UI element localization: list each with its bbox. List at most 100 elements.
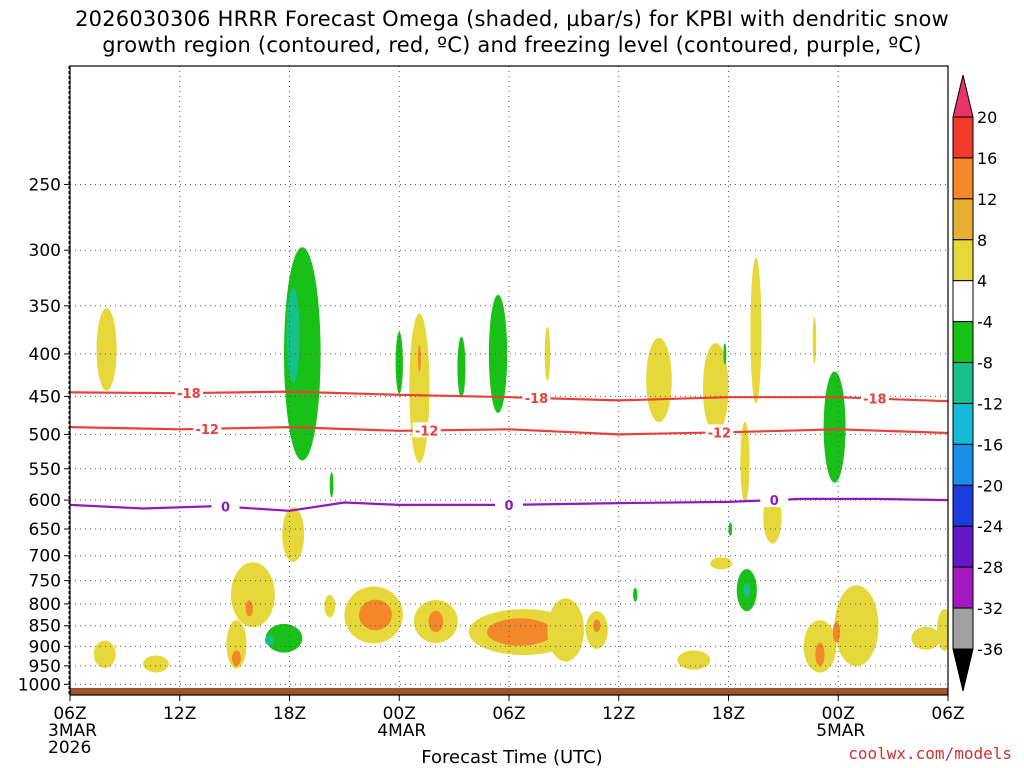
omega-shading: [93, 247, 948, 673]
omega-region-7: [245, 600, 253, 617]
omega-region-47: [832, 621, 841, 643]
contours: -18 -18 -18 -12 -12 -12 0 0 0: [70, 385, 948, 516]
x-tick-label-4-0: 06Z: [492, 704, 525, 724]
omega-region-32: [646, 337, 672, 423]
omega-region-6: [282, 507, 305, 562]
x-tick-label-8-0: 06Z: [931, 704, 964, 724]
x-tick-label-7-1: 5MAR: [816, 721, 865, 741]
colorbar-box-1: [952, 157, 974, 200]
x-axis-label: Forecast Time (UTC): [421, 747, 603, 768]
colorbar-box-10: [952, 525, 974, 568]
contour-label-bg-1-0: [193, 420, 222, 436]
colorbar-box-4: [952, 280, 974, 323]
colorbar-box-6: [952, 362, 974, 404]
omega-region-48: [823, 371, 846, 483]
y-tick-label-3: 400: [29, 345, 61, 365]
y-tick-label-11: 800: [29, 595, 61, 615]
omega-region-22: [488, 294, 508, 414]
colorbar-box-2: [952, 198, 974, 241]
colorbar-box-12: [952, 607, 974, 650]
colorbar-label-9: -20: [977, 476, 1003, 495]
y-tick-label-12: 850: [29, 617, 61, 637]
plot-border: [69, 65, 949, 696]
contour-label-bg-2-2: [760, 492, 789, 508]
colorbar-box-0: [952, 116, 974, 159]
omega-region-24: [487, 618, 553, 646]
omega-region-12: [324, 594, 336, 618]
colorbar: 20 16 12 8 4 -4 -8 -12 -16 -20 -24 -28 -32 -36: [952, 74, 1003, 692]
contour-label-bg-0-2: [860, 390, 889, 406]
x-tick-label-7-0: 00Z: [822, 704, 855, 724]
chart-title-line-1: 2026030306 HRRR Forecast Omega (shaded, …: [75, 7, 949, 31]
contour-label-1-2: -12: [708, 426, 732, 441]
plot-frame: [68, 65, 949, 696]
y-axis-ticks: 2503003504004505005506006507007508008509…: [18, 175, 70, 695]
contour-label-bg-2-1: [495, 496, 523, 512]
omega-region-4: [231, 650, 242, 666]
y-tick-label-10: 750: [29, 572, 61, 592]
contour-label-0-1: -18: [525, 392, 549, 407]
omega-region-35: [710, 557, 733, 570]
y-tick-label-7: 600: [29, 491, 61, 511]
omega-region-3: [226, 620, 247, 669]
x-tick-label-3-0: 00Z: [383, 704, 416, 724]
omega-region-21: [457, 336, 466, 398]
y-tick-label-6: 550: [29, 460, 61, 480]
omega-region-34: [702, 342, 729, 434]
y-tick-label-8: 650: [29, 520, 61, 540]
omega-region-11: [264, 635, 274, 646]
colorbar-box-11: [952, 566, 974, 609]
colorbar-label-2: 12: [977, 190, 997, 209]
contour-label-1-1: -12: [415, 424, 439, 439]
x-tick-label-2-0: 18Z: [273, 704, 306, 724]
contour-label-bg-0-0: [174, 385, 203, 401]
omega-region-14: [359, 599, 392, 631]
omega-region-49: [911, 626, 941, 650]
omega-region-19: [395, 331, 403, 394]
contour-label-1-0: -12: [195, 423, 219, 438]
omega-region-17: [409, 313, 430, 464]
colorbar-label-7: -12: [977, 394, 1003, 413]
omega-region-2: [143, 655, 169, 673]
colorbar-label-11: -28: [977, 558, 1003, 577]
contour-label-0-0: -18: [177, 387, 201, 402]
omega-region-27: [547, 598, 584, 662]
chart-title: 2026030306 HRRR Forecast Omega (shaded, …: [0, 6, 1024, 58]
colorbar-label-0: 20: [977, 108, 997, 127]
colorbar-label-13: -36: [977, 640, 1003, 659]
y-tick-label-1: 300: [29, 241, 61, 261]
omega-region-1: [93, 640, 116, 668]
x-tick-label-0-1: 3MAR: [48, 721, 97, 741]
y-tick-label-4: 450: [29, 387, 61, 407]
contour-label-2-1: 0: [504, 499, 513, 514]
colorbar-bottom-triangle: [952, 648, 974, 692]
colorbar-label-12: -32: [977, 599, 1003, 618]
colorbar-label-6: -8: [977, 354, 993, 373]
colorbar-box-8: [952, 443, 974, 486]
omega-region-43: [812, 316, 817, 364]
y-tick-label-5: 500: [29, 425, 61, 445]
omega-region-30: [544, 326, 551, 382]
omega-region-29: [593, 619, 601, 633]
y-tick-label-13: 900: [29, 637, 61, 657]
colorbar-box-7: [952, 402, 974, 445]
contour-label-2-0: 0: [221, 501, 230, 516]
x-tick-label-3-1: 4MAR: [377, 721, 426, 741]
colorbar-label-10: -24: [977, 517, 1003, 536]
omega-region-33: [677, 650, 711, 670]
omega-region-0: [96, 308, 117, 391]
omega-region-46: [834, 585, 879, 667]
colorbar-label-1: 16: [977, 149, 997, 168]
omega-region-45: [815, 642, 825, 667]
chart-title-line-2: growth region (contoured, red, ºC) and f…: [102, 33, 922, 57]
gridlines: [70, 66, 948, 695]
omega-region-50: [937, 608, 948, 651]
y-tick-label-9: 700: [29, 547, 61, 567]
contour-label-2-2: 0: [770, 494, 779, 509]
omega-region-5: [230, 562, 275, 628]
omega-region-37: [723, 343, 727, 365]
x-tick-label-5-0: 12Z: [602, 704, 635, 724]
omega-region-20: [329, 472, 334, 498]
omega-region-41: [750, 257, 762, 404]
